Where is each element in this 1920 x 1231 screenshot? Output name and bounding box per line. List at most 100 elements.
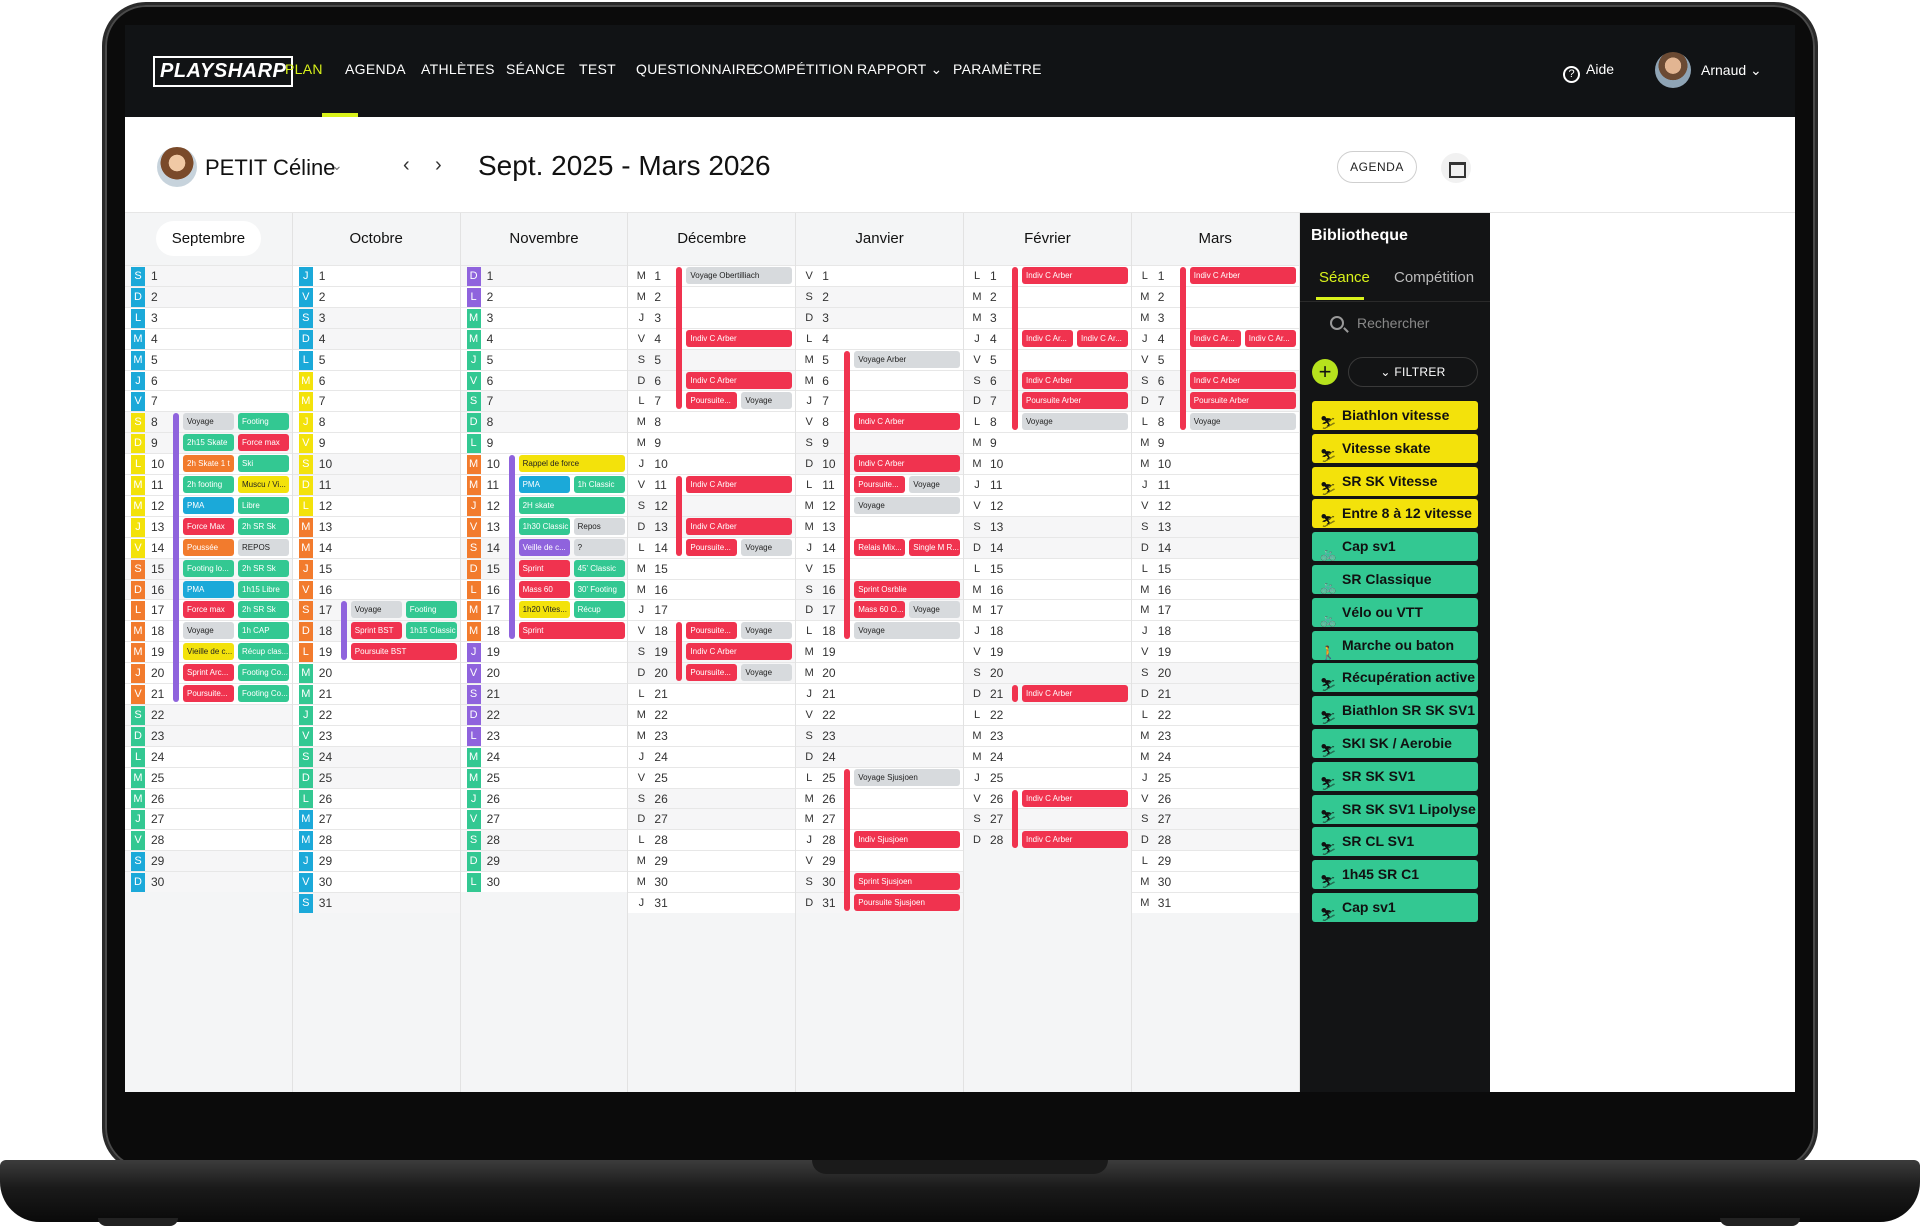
tab-seance[interactable]: Séance [1319, 269, 1370, 286]
library-item[interactable]: ⛷ 1h45 SR C1 [1312, 860, 1478, 890]
session-chip[interactable]: 1h15 Libre [238, 580, 289, 598]
session-chip[interactable]: Voyage [909, 476, 961, 493]
day-row[interactable]: L 15 [1131, 557, 1299, 579]
day-row[interactable]: M 24 [1131, 745, 1299, 767]
day-row[interactable]: J 24 [628, 745, 796, 767]
day-row[interactable]: M 27 [292, 808, 460, 830]
session-chip[interactable]: Indiv C Arber [686, 476, 793, 493]
session-chip[interactable]: 2H skate [518, 496, 625, 514]
session-chip[interactable]: Poursuite... [686, 622, 738, 640]
session-chip[interactable]: Indiv C Arber [1022, 371, 1128, 389]
day-row[interactable]: J 25 [1131, 766, 1299, 788]
session-chip[interactable]: Voyage [1022, 413, 1128, 431]
day-row[interactable]: M 28 [292, 829, 460, 851]
tab-competition[interactable]: Compétition [1394, 269, 1475, 286]
previous-period-button[interactable]: ‹ [403, 154, 410, 176]
day-row[interactable]: J 26 [460, 787, 628, 809]
day-row[interactable]: M 31 [1131, 892, 1299, 913]
session-chip[interactable]: Indiv Sjusjoen [854, 831, 961, 849]
session-chip[interactable]: Sprint [518, 622, 625, 640]
day-row[interactable]: V 26 [1131, 787, 1299, 809]
month-header[interactable]: Décembre [628, 213, 795, 265]
session-chip[interactable]: 2h SR Sk [238, 601, 289, 619]
day-row[interactable]: D 22 [460, 703, 628, 725]
session-chip[interactable]: Voyage [741, 664, 793, 682]
library-item[interactable]: ⛷ SKI SK / Aerobie [1312, 729, 1478, 758]
day-row[interactable]: S 20 [964, 662, 1131, 684]
day-row[interactable]: S 27 [1131, 808, 1299, 830]
day-row[interactable]: J 18 [1131, 620, 1299, 642]
session-chip[interactable]: PMA [518, 476, 570, 493]
day-row[interactable]: J 21 [796, 683, 963, 704]
session-chip[interactable]: Sprint Osrblie [854, 580, 961, 598]
day-row[interactable]: D 29 [460, 850, 628, 872]
day-row[interactable]: V 23 [292, 724, 460, 746]
day-row[interactable]: M 10 [1131, 453, 1299, 475]
session-chip[interactable]: Poussée [183, 538, 234, 556]
day-row[interactable]: J 10 [628, 453, 796, 475]
session-chip[interactable]: Indiv C Arber [1022, 831, 1128, 849]
day-row[interactable]: D 14 [1131, 536, 1299, 558]
session-chip[interactable]: Indiv C Arber [686, 517, 793, 535]
chevron-down-icon[interactable]: ⌄ [331, 157, 343, 173]
day-row[interactable]: S 27 [964, 808, 1131, 830]
day-row[interactable]: M 16 [964, 578, 1131, 600]
month-header[interactable]: Octobre [293, 213, 460, 265]
help-link[interactable]: ? Aide [1563, 61, 1614, 83]
session-chip[interactable]: Footing Co... [238, 685, 289, 702]
session-chip[interactable]: Poursuite Sjusjoen [854, 894, 961, 911]
session-chip[interactable]: Voyage [854, 496, 961, 514]
day-row[interactable]: S 26 [628, 787, 796, 809]
session-chip[interactable]: 1h Classic [573, 476, 625, 493]
nav-athletes[interactable]: ATHLÈTES [421, 61, 495, 77]
library-item[interactable]: 🚲 SR Classique [1312, 565, 1478, 594]
session-chip[interactable]: Poursuite BST [350, 643, 457, 661]
day-row[interactable]: V 29 [796, 850, 963, 872]
day-row[interactable]: V 22 [796, 703, 963, 725]
day-row[interactable]: D 21 [1131, 683, 1299, 704]
month-header[interactable]: Janvier [796, 213, 963, 265]
agenda-button[interactable]: AGENDA [1337, 151, 1417, 183]
day-row[interactable]: D 27 [628, 808, 796, 830]
user-menu[interactable]: Arnaud ⌄ [1701, 62, 1762, 78]
session-chip[interactable]: Voyage [1189, 413, 1296, 431]
day-row[interactable]: S 21 [460, 683, 628, 704]
month-header[interactable]: Novembre [461, 213, 628, 265]
session-chip[interactable]: Voyage [741, 538, 793, 556]
day-row[interactable]: V 20 [460, 662, 628, 684]
add-session-button[interactable]: + [1312, 359, 1338, 385]
month-header[interactable]: Septembre [125, 213, 292, 265]
day-row[interactable]: M 16 [1131, 578, 1299, 600]
session-chip[interactable]: 1h20 Vites... [518, 601, 570, 619]
session-chip[interactable]: Mass 60 [518, 580, 570, 598]
chevron-down-icon[interactable]: ⌄ [737, 159, 749, 175]
day-row[interactable]: J 29 [292, 850, 460, 872]
day-row[interactable]: V 25 [628, 766, 796, 788]
book-icon[interactable] [1441, 153, 1471, 183]
session-chip[interactable]: Indiv C Arber [854, 413, 961, 431]
session-chip[interactable]: Indiv C Ar... [1244, 329, 1296, 347]
day-row[interactable]: J 17 [628, 599, 796, 621]
session-chip[interactable]: Mass 60 O... [854, 601, 906, 619]
day-row[interactable]: M 14 [292, 536, 460, 558]
day-row[interactable]: M 25 [125, 766, 292, 788]
session-chip[interactable]: PMA [183, 496, 234, 514]
day-row[interactable]: L 23 [460, 724, 628, 746]
